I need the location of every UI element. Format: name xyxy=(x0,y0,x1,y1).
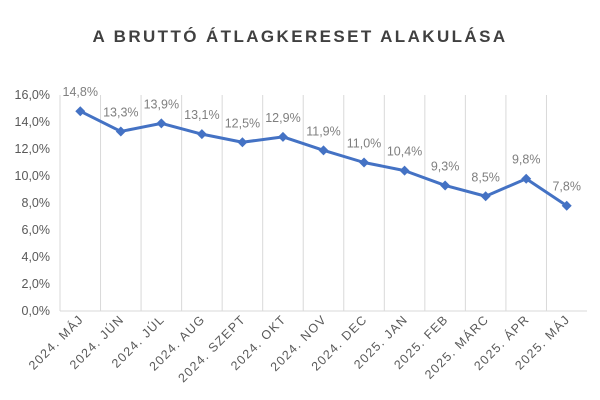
data-label: 11,0% xyxy=(347,137,382,151)
data-point-marker xyxy=(521,173,532,184)
data-point-marker xyxy=(277,131,288,142)
data-label: 8,5% xyxy=(471,170,500,184)
data-point-marker xyxy=(156,118,167,129)
data-point-marker xyxy=(237,137,248,148)
data-label: 9,3% xyxy=(431,159,460,173)
data-point-marker xyxy=(359,157,370,168)
data-point-marker xyxy=(318,145,329,156)
data-label: 9,8% xyxy=(512,153,541,167)
chart-title: A BRUTTÓ ÁTLAGKERESET ALAKULÁSA xyxy=(92,27,508,46)
data-label: 10,4% xyxy=(387,145,422,159)
data-point-marker xyxy=(196,129,207,140)
data-point-marker xyxy=(75,106,86,117)
data-label: 13,9% xyxy=(144,97,179,111)
data-point-marker xyxy=(440,180,451,191)
y-tick-label: 10,0% xyxy=(15,169,50,183)
y-tick-label: 16,0% xyxy=(15,88,50,102)
y-tick-label: 0,0% xyxy=(22,304,51,318)
y-tick-label: 14,0% xyxy=(15,115,50,129)
data-label: 12,5% xyxy=(225,116,260,130)
y-tick-label: 8,0% xyxy=(22,196,51,210)
y-tick-label: 4,0% xyxy=(22,250,51,264)
y-tick-label: 6,0% xyxy=(22,223,51,237)
y-tick-label: 12,0% xyxy=(15,142,50,156)
data-point-marker xyxy=(480,191,491,202)
data-label: 12,9% xyxy=(265,111,300,125)
data-label: 7,8% xyxy=(552,180,581,194)
data-label: 13,1% xyxy=(184,108,219,122)
data-label: 13,3% xyxy=(103,105,138,119)
data-label: 11,9% xyxy=(306,124,341,138)
data-point-marker xyxy=(115,126,126,137)
data-point-marker xyxy=(561,200,572,211)
data-label: 14,8% xyxy=(63,85,98,99)
data-point-marker xyxy=(399,165,410,176)
y-tick-label: 2,0% xyxy=(22,277,51,291)
